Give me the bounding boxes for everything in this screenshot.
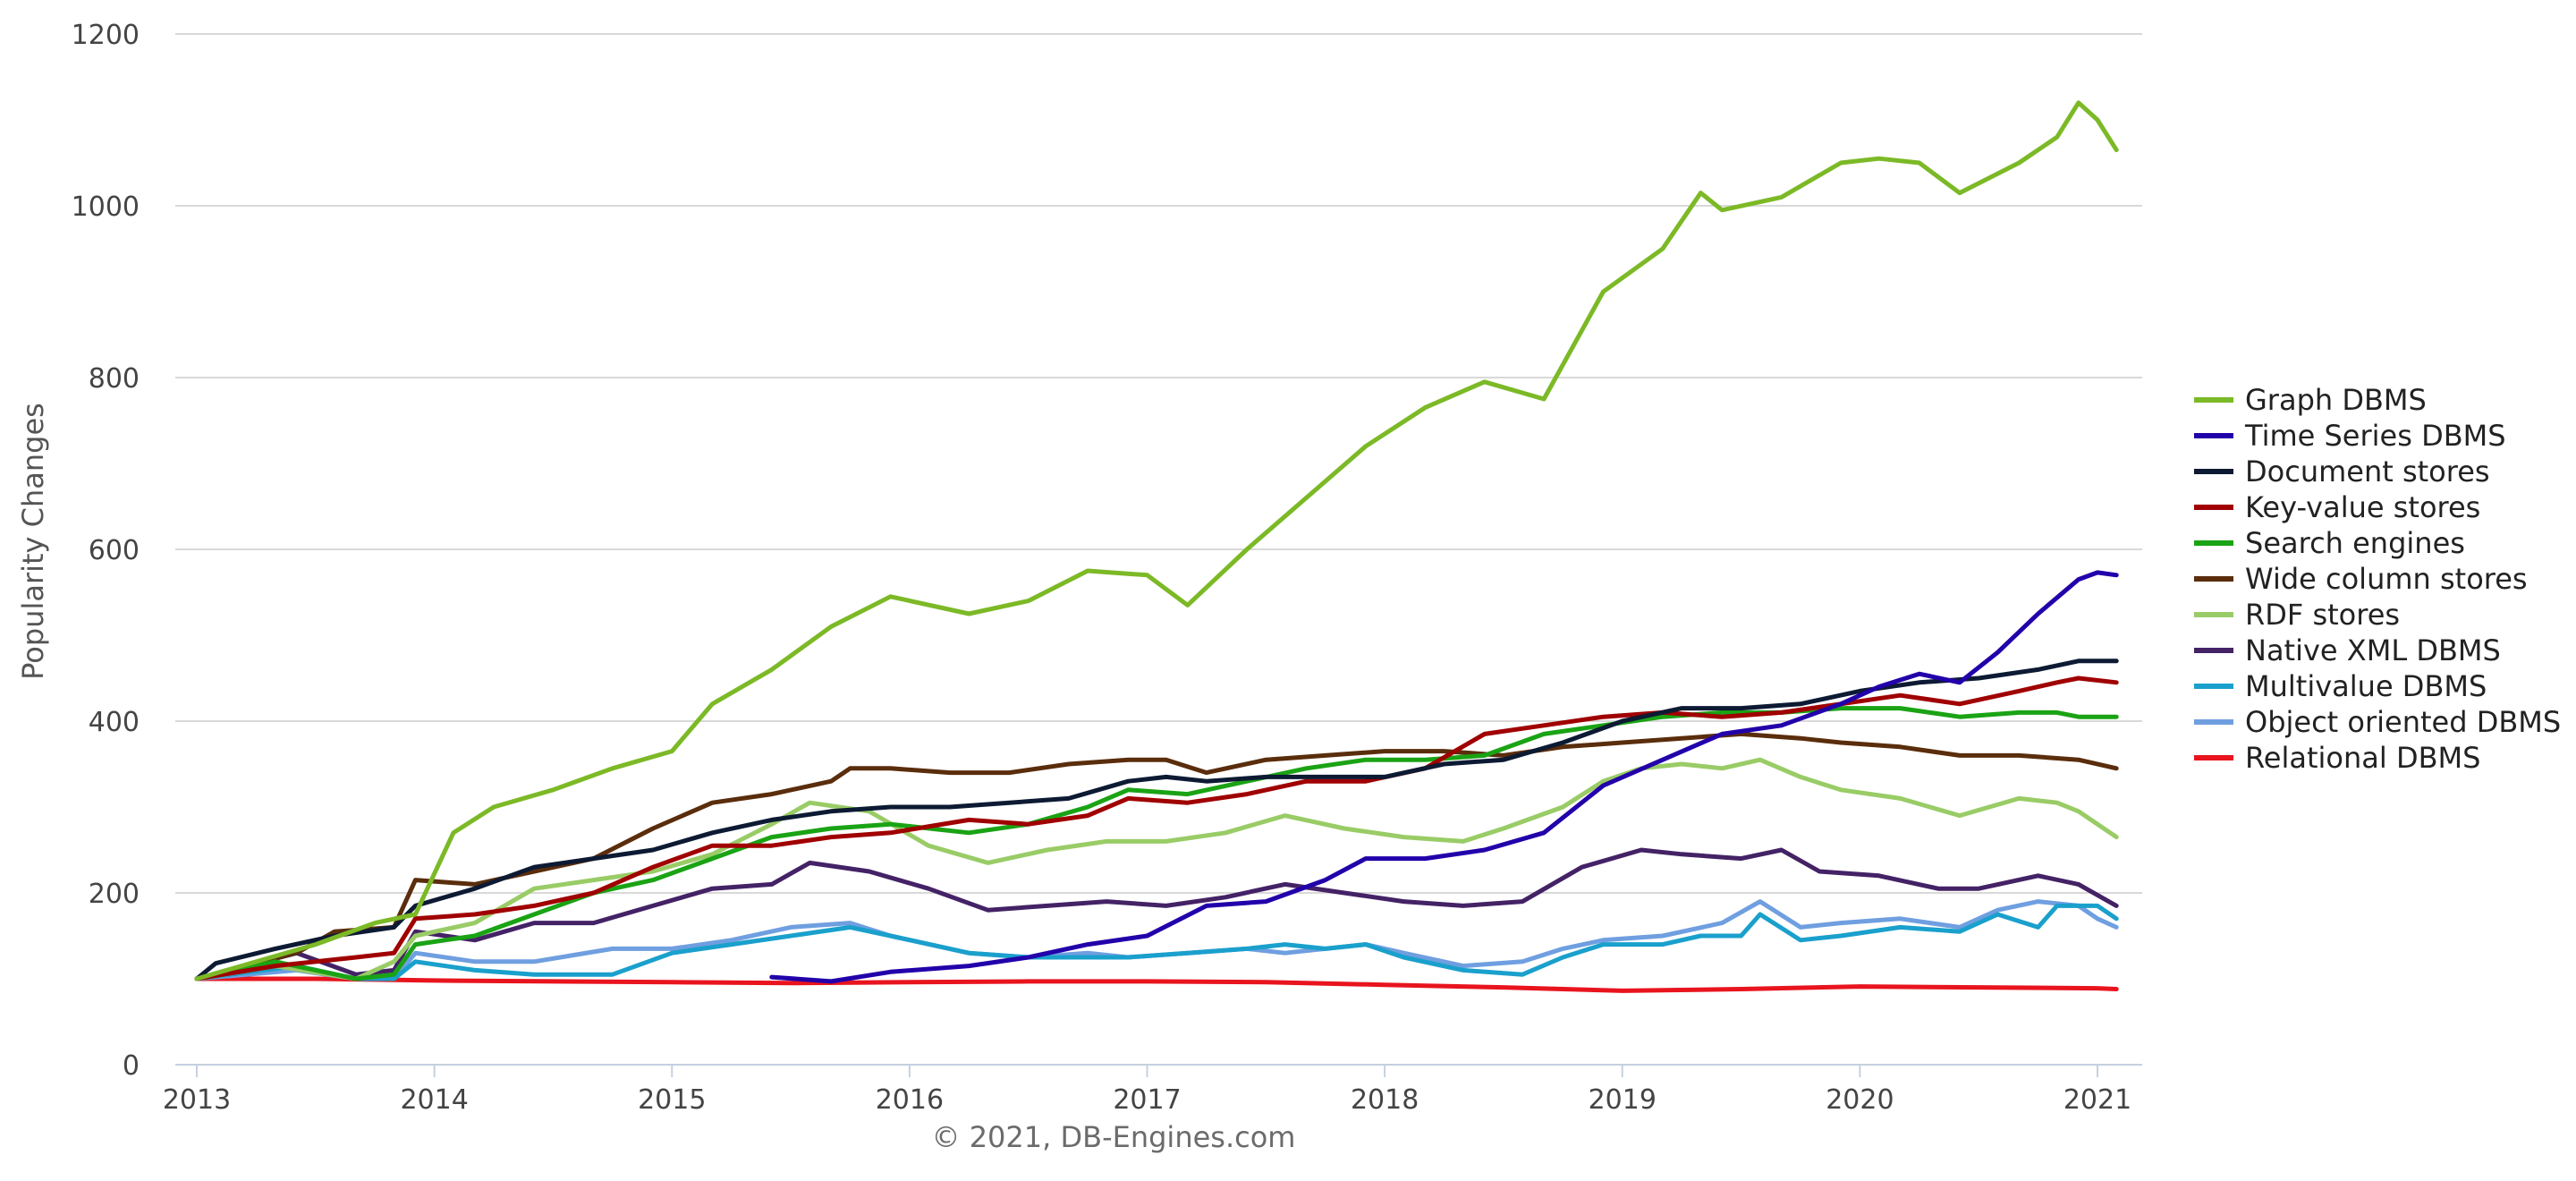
x-tick-label: 2014 (400, 1084, 468, 1116)
series-line-rdf-stores[interactable] (194, 757, 2119, 981)
y-axis-title: Popularity Changes (16, 403, 50, 680)
legend-label: Key-value stores (2245, 490, 2480, 524)
series-line-relational-dbms[interactable] (194, 976, 2119, 993)
legend-item-search-engines[interactable]: Search engines (2194, 526, 2465, 560)
series-line-native-xml-dbms[interactable] (194, 847, 2119, 981)
series-line-document-stores[interactable] (194, 658, 2119, 981)
x-tick-label: 2020 (1826, 1084, 1894, 1116)
y-tick-label: 600 (89, 535, 140, 566)
tick-labels: 0 200 400 600 800 1000 1200 2013 2014 2015 2016 201… (72, 20, 2132, 1116)
legend-label: Time Series DBMS (2244, 419, 2506, 453)
legend-label: Graph DBMS (2245, 383, 2427, 417)
legend-item-time-series-dbms[interactable]: Time Series DBMS (2194, 419, 2506, 453)
legend-label: Object oriented DBMS (2245, 705, 2561, 739)
y-tick-label: 1000 (72, 191, 140, 223)
legend-item-document-stores[interactable]: Document stores (2194, 455, 2490, 489)
y-tick-label: 200 (89, 879, 140, 910)
x-tick-label: 2021 (2063, 1084, 2131, 1116)
legend-item-key-value-stores[interactable]: Key-value stores (2194, 490, 2480, 524)
series-line-key-value-stores[interactable] (194, 675, 2119, 981)
legend-label: Native XML DBMS (2245, 633, 2501, 667)
legend-item-native-xml-dbms[interactable]: Native XML DBMS (2194, 633, 2501, 667)
series-line-search-engines[interactable] (194, 706, 2119, 981)
legend-label: RDF stores (2245, 598, 2400, 632)
series-line-multivalue-dbms[interactable] (194, 903, 2119, 981)
credit-text[interactable]: © 2021, DB-Engines.com (932, 1120, 1296, 1154)
legend-item-graph-dbms[interactable]: Graph DBMS (2194, 383, 2427, 417)
x-tick-label: 2018 (1351, 1084, 1419, 1116)
series-line-time-series-dbms[interactable] (769, 570, 2119, 984)
legend-item-rdf-stores[interactable]: RDF stores (2194, 598, 2400, 632)
legend-label: Search engines (2245, 526, 2465, 560)
legend-item-multivalue-dbms[interactable]: Multivalue DBMS (2194, 669, 2487, 703)
legend-label: Relational DBMS (2245, 741, 2480, 775)
x-tick-label: 2017 (1113, 1084, 1181, 1116)
legend-item-wide-column-stores[interactable]: Wide column stores (2194, 562, 2528, 596)
x-tick-label: 2013 (163, 1084, 231, 1116)
y-tick-label: 0 (123, 1050, 140, 1082)
legend-item-object-oriented-dbms[interactable]: Object oriented DBMS (2194, 705, 2561, 739)
legend-item-relational-dbms[interactable]: Relational DBMS (2194, 741, 2480, 775)
legend-label: Document stores (2245, 455, 2490, 489)
x-tick-label: 2016 (876, 1084, 944, 1116)
y-tick-label: 400 (89, 707, 140, 738)
series-line-graph-dbms[interactable] (194, 100, 2119, 981)
y-tick-label: 1200 (72, 20, 140, 51)
y-tick-label: 800 (89, 363, 140, 395)
series-line-wide-column-stores[interactable] (194, 731, 2119, 981)
legend-label: Wide column stores (2245, 562, 2528, 596)
x-tick-label: 2015 (638, 1084, 706, 1116)
series-lines (194, 100, 2119, 993)
legend-label: Multivalue DBMS (2245, 669, 2487, 703)
series-line-object-oriented-dbms[interactable] (194, 899, 2119, 981)
x-tick-label: 2019 (1589, 1084, 1657, 1116)
grid-lines (175, 33, 2142, 894)
